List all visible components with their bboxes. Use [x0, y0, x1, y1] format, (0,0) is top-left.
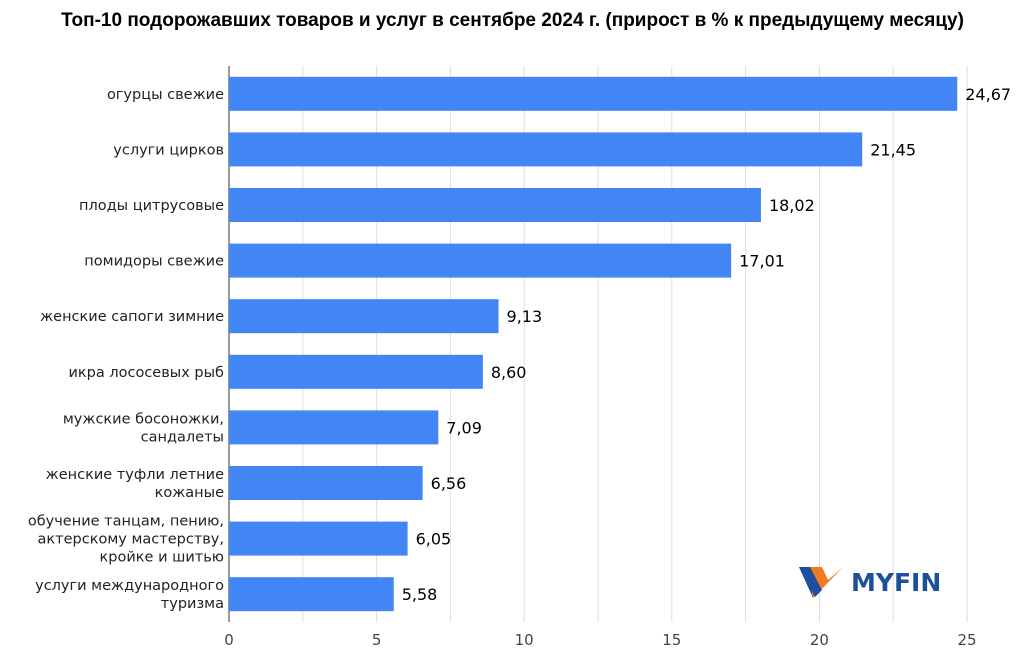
data-label: 6,56 [431, 474, 467, 493]
data-label: 18,02 [769, 196, 815, 215]
bar [229, 521, 408, 556]
category-label: туризма [161, 596, 224, 612]
chart-title: Топ-10 подорожавших товаров и услуг в се… [61, 10, 964, 31]
category-label: услуги международного [35, 578, 224, 594]
category-label: сандалеты [141, 429, 224, 445]
category-label: услуги цирков [113, 142, 224, 158]
category-label: актерскому мастерству, [38, 532, 224, 548]
bar [229, 354, 483, 389]
x-tick-label: 5 [372, 631, 382, 649]
category-label: икра лососевых рыб [68, 365, 224, 381]
data-label: 24,67 [965, 85, 1011, 104]
data-label: 9,13 [507, 307, 543, 326]
x-tick-label: 25 [957, 631, 976, 649]
bar [229, 410, 439, 445]
category-label: женские туфли летние [46, 467, 224, 483]
bar [229, 243, 732, 278]
x-tick-label: 15 [662, 631, 681, 649]
category-label: женские сапоги зимние [40, 309, 224, 325]
data-label: 6,05 [416, 530, 452, 549]
data-label: 5,58 [402, 585, 438, 604]
category-label: помидоры свежие [84, 254, 224, 270]
bar [229, 577, 394, 612]
bar [229, 299, 499, 334]
bar [229, 466, 423, 500]
data-label: 21,45 [870, 140, 916, 159]
category-label: плоды цитрусовые [79, 198, 224, 214]
myfin-logo: MYFIN [799, 567, 941, 598]
x-tick-label: 20 [810, 631, 829, 649]
data-label: 7,09 [446, 418, 482, 437]
bar [229, 188, 761, 222]
x-tick-label: 10 [515, 631, 534, 649]
logo-mark [799, 567, 822, 597]
category-label: обучение танцам, пению, [28, 514, 224, 530]
category-label: кройке и шитью [100, 550, 224, 566]
logo-text: MYFIN [851, 568, 941, 597]
category-label: огурцы свежие [107, 87, 224, 103]
category-label: мужские босоножки, [63, 411, 224, 427]
x-tick-label: 0 [224, 631, 234, 649]
category-label: кожаные [155, 485, 225, 501]
bar [229, 132, 863, 167]
data-label: 17,01 [739, 252, 785, 271]
data-label: 8,60 [491, 363, 527, 382]
bar [229, 76, 958, 111]
